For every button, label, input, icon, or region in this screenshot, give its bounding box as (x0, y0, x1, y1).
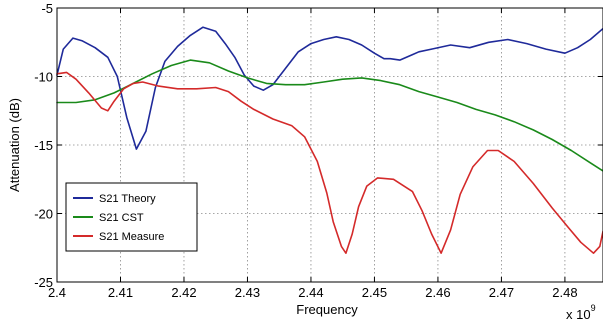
x-tick-label: 2.41 (108, 285, 133, 300)
axis-ticks: 2.4 2.41 2.42 2.43 2.44 2.45 2.46 2.47 2.48 -5 -10… (34, 1, 603, 300)
x-tick-label: 2.4 (48, 285, 66, 300)
x-tick-label: 2.43 (235, 285, 260, 300)
x-tick-label: 2.44 (298, 285, 323, 300)
x-axis-label: Frequency (296, 302, 358, 317)
y-tick-label: -20 (34, 207, 53, 222)
legend-label: S21 Theory (99, 193, 156, 205)
series-line-s21-measure (56, 71, 603, 254)
series-line-s21-theory (56, 26, 603, 150)
y-tick-label: -10 (34, 70, 53, 85)
y-tick-label: -5 (41, 1, 53, 16)
x-tick-label: 2.48 (552, 285, 577, 300)
x-tick-label: 2.47 (489, 285, 514, 300)
legend: S21 Theory S21 CST S21 Measure (65, 182, 198, 252)
x-axis-exponent-base: x 10 (566, 307, 591, 322)
x-tick-label: 2.42 (171, 285, 196, 300)
x-tick-label: 2.45 (362, 285, 387, 300)
y-tick-label: -15 (34, 138, 53, 153)
series-lines (56, 26, 603, 254)
y-axis-label: Attenuation (dB) (7, 98, 22, 192)
legend-label: S21 CST (99, 212, 144, 224)
x-tick-label: 2.46 (425, 285, 450, 300)
series-line-s21-cst (56, 59, 603, 172)
x-axis-exponent: x 109 (566, 303, 596, 322)
x-axis-exponent-power: 9 (591, 303, 596, 313)
y-tick-label: -25 (34, 275, 53, 290)
legend-label: S21 Measure (99, 231, 164, 243)
